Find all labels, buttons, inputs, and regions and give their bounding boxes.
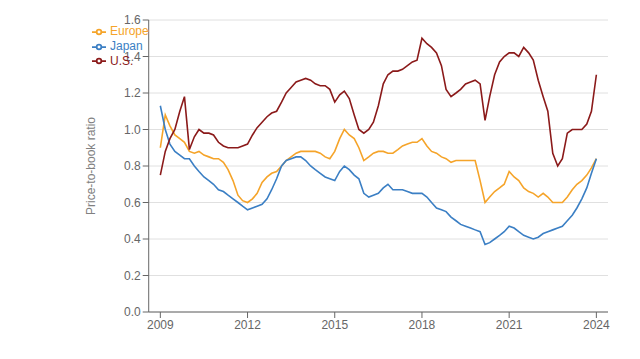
svg-text:2009: 2009 xyxy=(147,318,174,332)
svg-text:Price-to-book ratio: Price-to-book ratio xyxy=(84,117,98,215)
svg-text:2015: 2015 xyxy=(321,318,348,332)
svg-text:0.8: 0.8 xyxy=(124,159,141,173)
svg-text:1.4: 1.4 xyxy=(124,50,141,64)
svg-text:0.2: 0.2 xyxy=(124,269,141,283)
svg-text:1.2: 1.2 xyxy=(124,86,141,100)
svg-text:0.0: 0.0 xyxy=(124,305,141,319)
svg-text:2024: 2024 xyxy=(583,318,610,332)
svg-text:2021: 2021 xyxy=(496,318,523,332)
svg-text:2018: 2018 xyxy=(409,318,436,332)
svg-text:0.4: 0.4 xyxy=(124,232,141,246)
svg-text:1.6: 1.6 xyxy=(124,13,141,27)
svg-text:2012: 2012 xyxy=(234,318,261,332)
svg-text:1.0: 1.0 xyxy=(124,123,141,137)
svg-text:0.6: 0.6 xyxy=(124,196,141,210)
